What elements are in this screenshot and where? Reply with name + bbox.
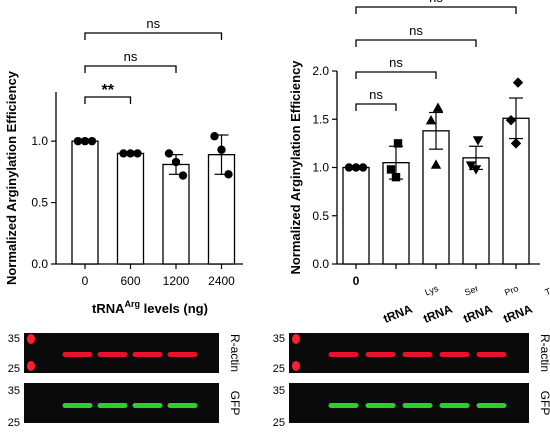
y-tick-label: 0.5: [31, 196, 48, 210]
gfp-label: GFP: [228, 391, 242, 416]
y-tick-label: 1.0: [31, 134, 48, 148]
y-tick-label: 0.5: [312, 209, 329, 223]
actin-label: R-actin: [538, 334, 550, 372]
gfp-band: [168, 403, 198, 408]
y-tick-label: 0.0: [31, 257, 48, 271]
significance-bracket: [356, 7, 516, 14]
significance-label: ns: [124, 49, 138, 64]
ladder-band: [292, 334, 300, 344]
x-axis-label: tRNAArg levels (ng): [92, 299, 208, 316]
mw-marker-35: 35: [8, 333, 20, 345]
ladder-band: [292, 361, 300, 371]
gfp-band: [366, 403, 396, 408]
bar: [118, 153, 144, 264]
y-tick-label: 2.0: [312, 64, 329, 78]
data-point: [217, 146, 225, 154]
data-point: [210, 132, 218, 140]
significance-label: **: [102, 82, 115, 99]
data-point: [513, 77, 523, 87]
gfp-band: [98, 403, 128, 408]
bar: [343, 168, 369, 265]
gfp-mw-marker-35: 35: [8, 385, 20, 397]
data-point: [394, 139, 402, 147]
gfp-band: [477, 403, 507, 408]
right-bar-chart: 0.0 0.5 1.0 1.5 2.0 Normalized Arginylation E…: [288, 0, 550, 326]
data-point: [133, 149, 141, 157]
x-tick-label: 0: [353, 274, 360, 288]
mw-marker-25: 25: [273, 363, 285, 375]
gfp-mw-marker-35: 35: [273, 385, 285, 397]
left-bar-chart: 0.0 0.5 1.0 Normalized Arginylation Efficie…: [4, 16, 243, 316]
data-point: [426, 115, 436, 124]
x-tick-label: 1200: [163, 274, 190, 288]
x-axis-label-main: tRNA: [92, 301, 125, 316]
gfp-band: [63, 403, 93, 408]
mw-marker-25: 25: [8, 363, 20, 375]
x-tick-label-sup: Thr: [544, 283, 550, 297]
gfp-mw-marker-25: 25: [8, 417, 20, 429]
y-axis-label: Normalized Arginylation Efficiency: [4, 70, 19, 285]
significance-bracket: [356, 72, 436, 79]
ladder-band: [27, 361, 35, 371]
data-point: [165, 149, 173, 157]
y-tick-label: 1.0: [312, 161, 329, 175]
ladder-band: [27, 334, 35, 344]
x-tick-label-main: tRNA: [381, 302, 414, 326]
actin-band: [403, 352, 433, 357]
bar: [72, 141, 98, 264]
x-tick-label-sup: Pro: [503, 283, 520, 298]
data-point: [179, 171, 187, 179]
data-point: [224, 170, 232, 178]
data-point: [392, 173, 400, 181]
data-point: [473, 136, 483, 145]
actin-band: [133, 352, 163, 357]
data-point: [433, 102, 443, 111]
actin-band: [329, 352, 359, 357]
significance-label: ns: [409, 23, 423, 38]
x-tick-label-main: tRNA: [501, 302, 534, 326]
gfp-band: [133, 403, 163, 408]
western-blots: 35 25 35 25 R-actin GFP 35 25 35 25 R-actin GFP: [8, 333, 550, 429]
significance-bracket: [85, 66, 176, 73]
x-axis-label-sup: Arg: [125, 299, 141, 309]
x-tick-label: 600: [120, 274, 140, 288]
x-tick-label: 0: [82, 274, 89, 288]
actin-band: [477, 352, 507, 357]
significance-bracket: [85, 33, 222, 40]
mw-marker-35: 35: [273, 333, 285, 345]
actin-band: [63, 352, 93, 357]
y-axis-label: Normalized Arginylation Efficiency: [288, 60, 303, 275]
significance-label: ns: [369, 87, 383, 102]
significance-label: ns: [146, 16, 160, 31]
x-tick-label: 2400: [208, 274, 235, 288]
significance-label: ns: [429, 0, 443, 5]
x-tick-label-sup: Lys: [423, 283, 440, 298]
gfp-band: [440, 403, 470, 408]
significance-label: ns: [389, 55, 403, 70]
actin-band: [366, 352, 396, 357]
actin-band: [98, 352, 128, 357]
x-tick-label-sup: Ser: [463, 283, 480, 298]
data-point: [359, 163, 367, 171]
significance-bracket: [356, 104, 396, 111]
y-tick-label: 0.0: [312, 257, 329, 271]
bar: [423, 131, 449, 264]
y-tick-label: 1.5: [312, 112, 329, 126]
gfp-band: [329, 403, 359, 408]
actin-band: [440, 352, 470, 357]
x-tick-label-main: tRNA: [461, 302, 494, 326]
x-axis-label-suffix: levels (ng): [140, 301, 208, 316]
significance-bracket: [356, 40, 476, 47]
data-point: [88, 137, 96, 145]
x-tick-label-main: tRNA: [421, 302, 454, 326]
gfp-band: [403, 403, 433, 408]
data-point: [387, 165, 395, 173]
data-point: [172, 158, 180, 166]
gfp-mw-marker-25: 25: [273, 417, 285, 429]
bar: [163, 164, 189, 264]
actin-band: [168, 352, 198, 357]
gfp-label: GFP: [538, 391, 550, 416]
actin-label: R-actin: [228, 334, 242, 372]
